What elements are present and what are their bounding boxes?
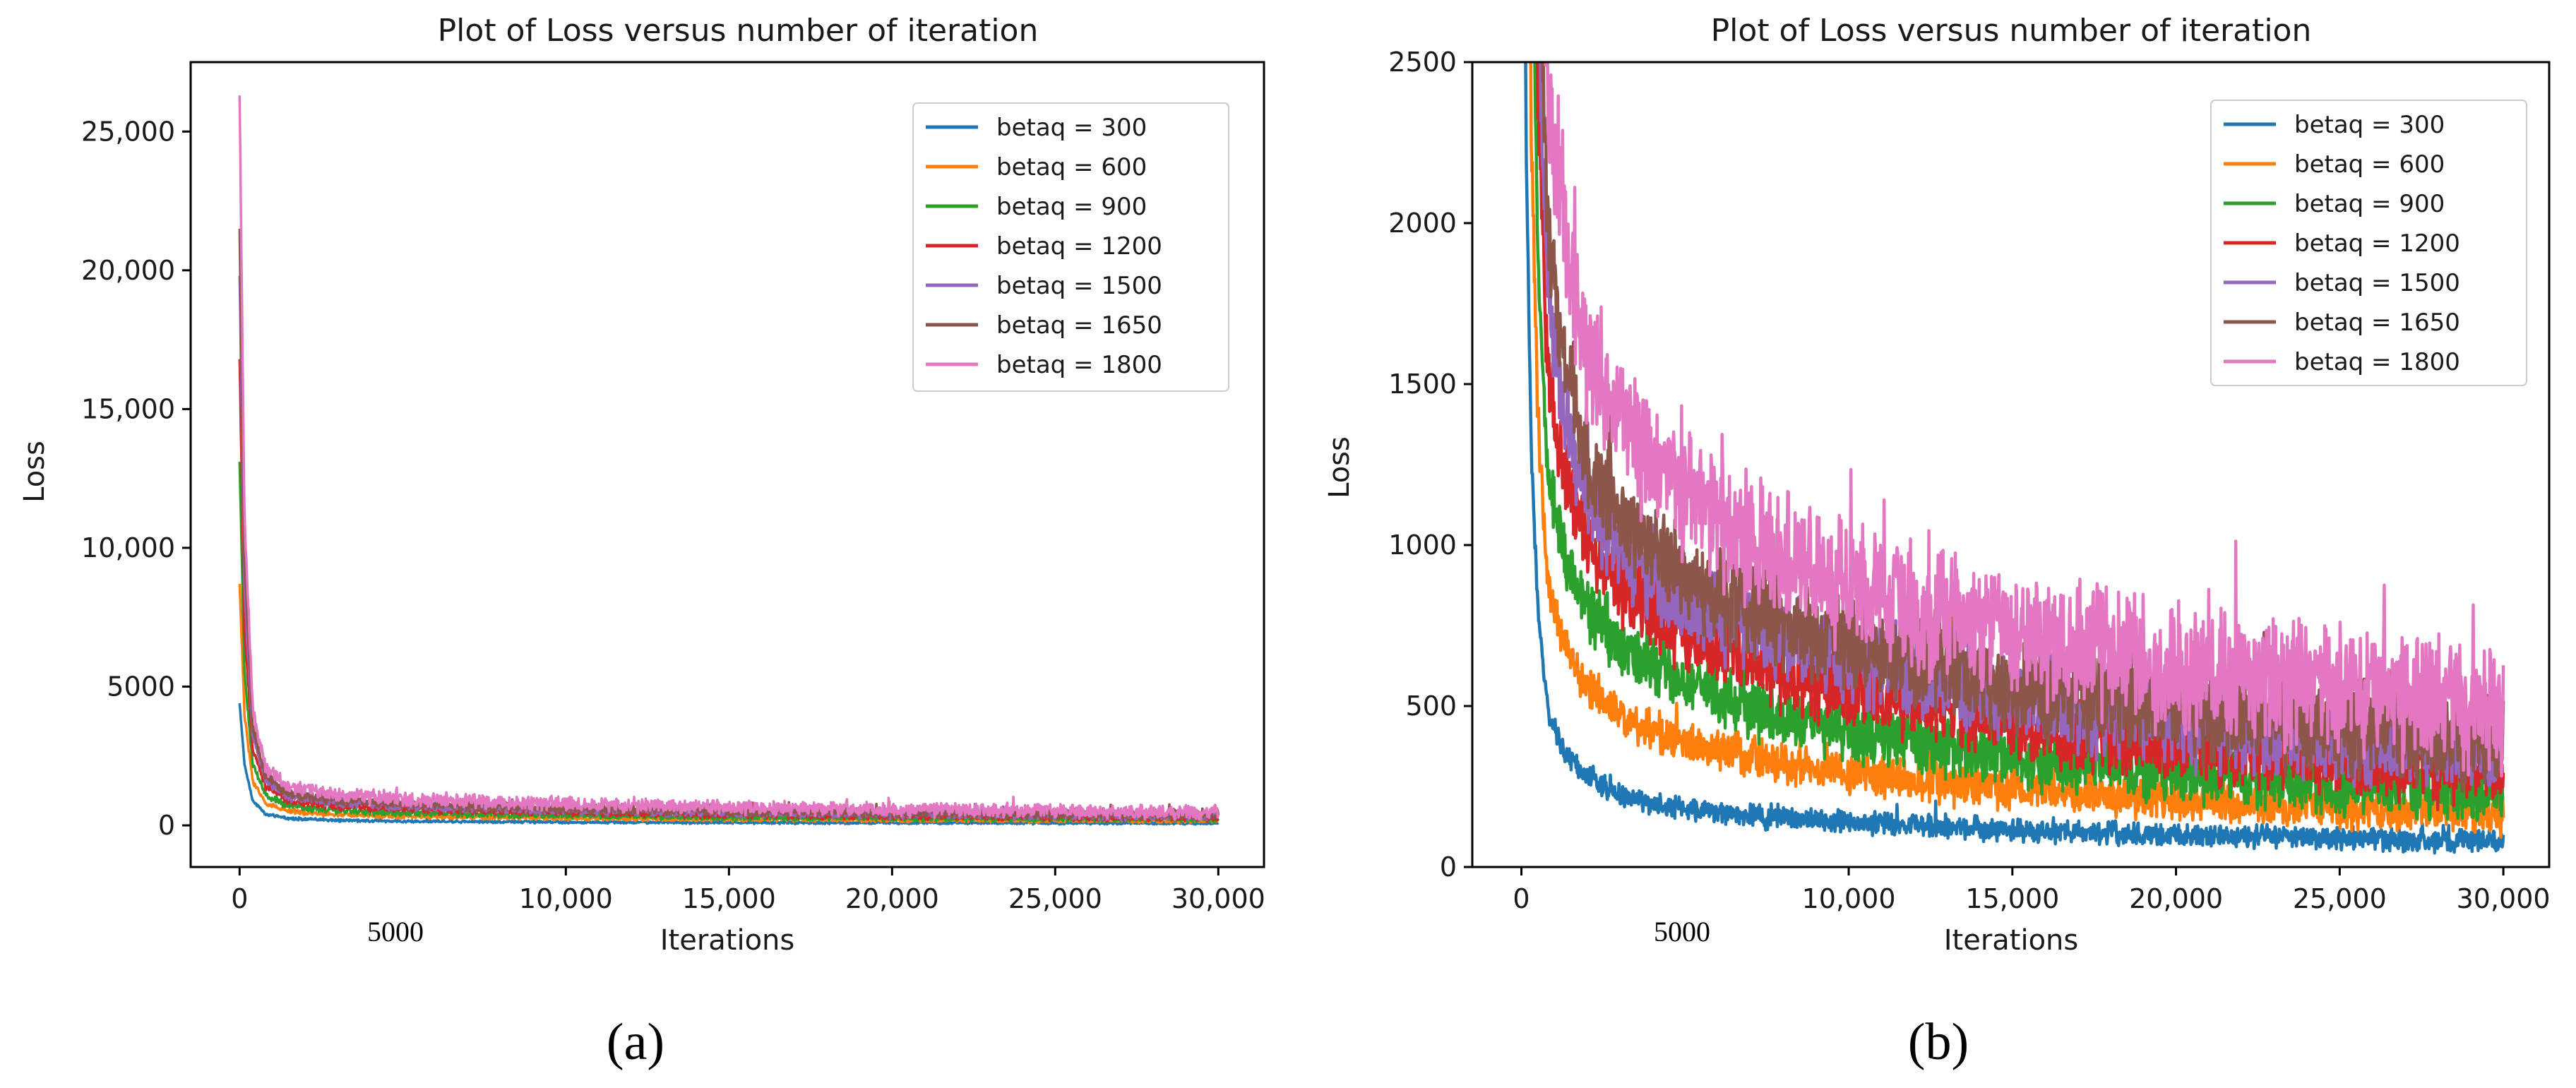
panel-a-series-line-1 <box>238 703 1220 826</box>
panel-a-y-ticks: 0 5000 10,000 15,000 20,000 25,000 <box>81 116 191 841</box>
panel-a-series-line-4 <box>238 359 1220 823</box>
panel-b-legend-label: betaq = 300 <box>2294 111 2445 139</box>
panel-b-x-tick-label: 15,000 <box>1965 883 2059 914</box>
panel-a-legend-label: betaq = 1800 <box>996 351 1162 379</box>
panel-a-x-ticks: 0 10,000 15,000 20,000 25,000 30,000 <box>231 867 1265 914</box>
panel-a-y-axis-label: Loss <box>18 441 51 503</box>
panel-b-x-tick-label: 25,000 <box>2293 883 2387 914</box>
panel-a-legend-label: betaq = 1200 <box>996 232 1162 261</box>
panel-a-legend-label: betaq = 1500 <box>996 272 1162 300</box>
panel-a-y-tick-label: 25,000 <box>81 116 175 147</box>
panel-a-legend-label: betaq = 900 <box>996 193 1147 221</box>
panel-b-legend-label: betaq = 1650 <box>2294 309 2460 337</box>
panel-b-y-tick-label: 2500 <box>1388 47 1457 78</box>
panel-a-caption: (a) <box>607 1013 664 1071</box>
panel-a-series-group <box>238 95 1220 826</box>
panel-b-title: Plot of Loss versus number of iteration <box>1711 13 2312 49</box>
panel-b-series-line-7 <box>1544 62 2505 778</box>
panel-a-extra-x-label: 5000 <box>367 916 424 947</box>
panel-b-x-tick-label: 10,000 <box>1802 883 1896 914</box>
panel-a-legend-box <box>912 102 1229 392</box>
panel-b-y-ticks: 0 500 1000 1500 2000 2500 <box>1388 47 1472 883</box>
panel-a-legend-label: betaq = 1650 <box>996 311 1162 340</box>
panel-b-x-tick-label: 0 <box>1513 883 1530 914</box>
panel-b-legend-label: betaq = 1200 <box>2294 229 2460 258</box>
panel-b-x-axis-label: Iterations <box>1944 924 2079 957</box>
panel-b-x-tick-label: 20,000 <box>2129 883 2223 914</box>
panel-b: Plot of Loss versus number of iteration … <box>1323 13 2551 1071</box>
panel-a-series-line-3 <box>238 462 1220 824</box>
panel-a-y-tick-label: 10,000 <box>81 532 175 563</box>
panel-a-legend-label: betaq = 600 <box>996 153 1147 181</box>
panel-b-y-tick-label: 500 <box>1405 691 1457 722</box>
panel-a-title: Plot of Loss versus number of iteration <box>438 13 1039 49</box>
panel-a-series-line-2 <box>238 583 1220 825</box>
panel-a-y-tick-label: 20,000 <box>81 255 175 286</box>
panel-a-plot-frame <box>189 61 1265 868</box>
panel-b-y-tick-label: 2000 <box>1388 208 1457 239</box>
panel-b-y-tick-label: 0 <box>1440 851 1457 883</box>
panel-a-series-line-7 <box>238 95 1220 821</box>
panel-b-x-tick-label: 30,000 <box>2457 883 2551 914</box>
panel-a-x-tick-label: 25,000 <box>1008 883 1102 914</box>
panel-b-legend-label: betaq = 1500 <box>2294 269 2460 297</box>
panel-b-y-axis-label: Loss <box>1323 436 1356 498</box>
panel-b-legend-label: betaq = 600 <box>2294 150 2445 179</box>
panel-b-y-tick-label: 1500 <box>1388 369 1457 400</box>
panel-a-x-tick-label: 30,000 <box>1171 883 1265 914</box>
panel-a-x-tick-label: 15,000 <box>682 883 776 914</box>
panel-b-caption: (b) <box>1908 1013 1969 1071</box>
panel-b-series-group <box>1524 62 2505 855</box>
panel-a-x-tick-label: 0 <box>231 883 248 914</box>
panel-a-legend-label: betaq = 300 <box>996 114 1147 142</box>
panel-b-legend-label: betaq = 1800 <box>2294 348 2460 376</box>
panel-a-y-tick-label: 0 <box>158 810 175 841</box>
panel-b-plot-frame <box>1471 61 2551 868</box>
panel-a-x-tick-label: 20,000 <box>845 883 939 914</box>
panel-a-x-axis-label: Iterations <box>660 924 795 957</box>
panel-a-x-tick-label: 10,000 <box>519 883 613 914</box>
panel-b-legend-label: betaq = 900 <box>2294 190 2445 218</box>
panel-b-legend: betaq = 300 betaq = 600 betaq = 900 betaq =… <box>2210 100 2527 386</box>
panel-b-y-tick-label: 1000 <box>1388 530 1457 561</box>
panel-a-legend: betaq = 300 betaq = 600 betaq = 900 betaq =… <box>912 102 1229 392</box>
panel-b-legend-box <box>2210 100 2527 386</box>
panel-a-y-tick-label: 5000 <box>107 671 175 702</box>
panel-b-extra-x-label: 5000 <box>1654 916 1710 947</box>
panel-b-series-line-3 <box>1533 62 2505 823</box>
panel-b-series-line-1 <box>1524 62 2505 855</box>
panel-a-y-tick-label: 15,000 <box>81 393 175 424</box>
panel-a: Plot of Loss versus number of iteration … <box>18 13 1265 1071</box>
panel-b-x-ticks: 0 10,000 15,000 20,000 25,000 30,000 <box>1513 867 2551 914</box>
